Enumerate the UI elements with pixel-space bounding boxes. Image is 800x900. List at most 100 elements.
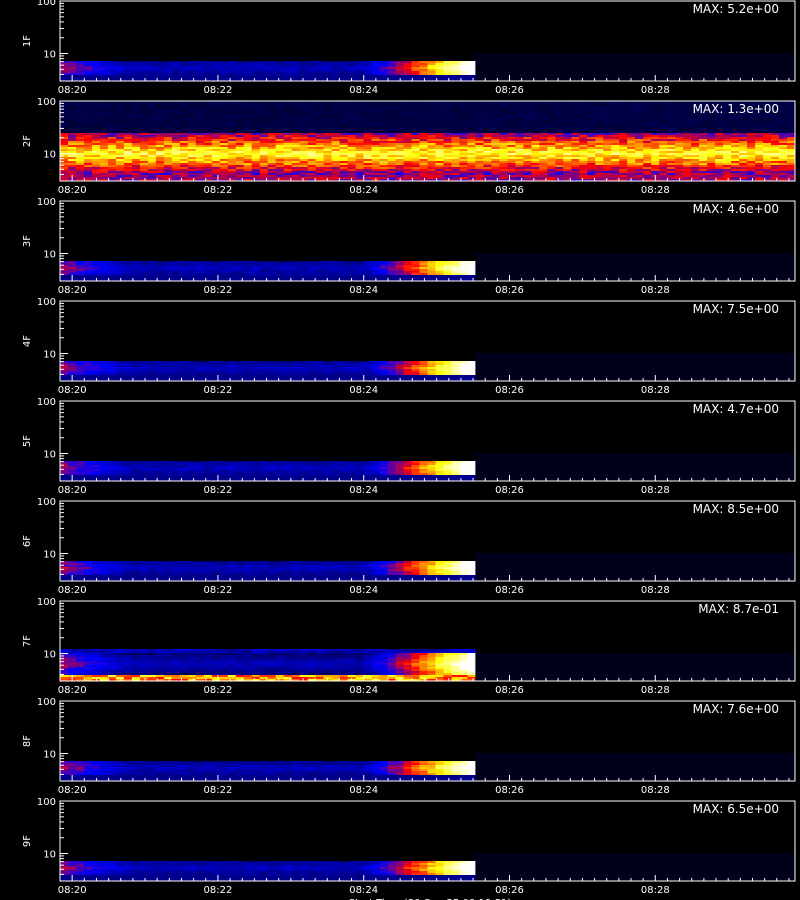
x-tick-label: 08:26 <box>495 85 524 96</box>
x-tick-label: 08:26 <box>495 185 524 196</box>
max-label: MAX: 7.6e+00 <box>693 702 779 716</box>
x-tick-label: 08:20 <box>58 885 87 896</box>
y-tick-label: 100 <box>37 697 56 708</box>
panel-6f: 100 10 6F 08:20 08:22 08:24 08:26 08:28 MAX: 8.5… <box>22 497 795 596</box>
x-tick-label: 08:28 <box>641 885 670 896</box>
x-tick-label: 08:20 <box>58 185 87 196</box>
y-tick-label: 10 <box>43 750 56 761</box>
x-tick-label: 08:28 <box>641 785 670 796</box>
panel-label: 9F <box>22 835 33 847</box>
panel-1f: 100 10 1F 08:20 08:22 08:24 08:26 08:28 MAX: 5.2… <box>22 0 795 96</box>
x-tick-label: 08:26 <box>495 885 524 896</box>
x-tick-label: 08:22 <box>204 385 233 396</box>
panel-label: 1F <box>22 35 33 47</box>
x-tick-label: 08:24 <box>349 885 378 896</box>
x-tick-label: 08:24 <box>349 685 378 696</box>
heatmap-3f <box>60 253 795 281</box>
y-tick-label: 10 <box>43 50 56 61</box>
heatmap-1f <box>60 53 795 81</box>
x-tick-label: 08:22 <box>204 685 233 696</box>
x-tick-label: 08:22 <box>204 585 233 596</box>
x-tick-label: 08:24 <box>349 285 378 296</box>
x-tick-label: 08:28 <box>641 185 670 196</box>
panel-3f: 100 10 3F 08:20 08:22 08:24 08:26 08:28 MAX: 4.6… <box>22 197 795 296</box>
x-tick-label: 08:28 <box>641 485 670 496</box>
x-tick-label: 08:26 <box>495 585 524 596</box>
x-tick-label: 08:20 <box>58 585 87 596</box>
x-tick-label: 08:24 <box>349 185 378 196</box>
x-tick-label: 08:24 <box>349 785 378 796</box>
heatmap-8f <box>60 753 795 781</box>
panel-label: 5F <box>22 435 33 447</box>
x-tick-label: 08:22 <box>204 85 233 96</box>
max-label: MAX: 8.7e-01 <box>698 602 779 616</box>
y-tick-label: 10 <box>43 350 56 361</box>
x-tick-label: 08:20 <box>58 285 87 296</box>
max-label: MAX: 4.6e+00 <box>693 202 779 216</box>
x-tick-label: 08:20 <box>58 685 87 696</box>
x-tick-label: 08:26 <box>495 785 524 796</box>
y-tick-label: 10 <box>43 450 56 461</box>
x-tick-label: 08:24 <box>349 485 378 496</box>
x-tick-label: 08:24 <box>349 385 378 396</box>
x-tick-label: 08:20 <box>58 85 87 96</box>
y-tick-label: 100 <box>37 197 56 208</box>
y-tick-label: 10 <box>43 650 56 661</box>
heatmap-2f <box>60 101 795 181</box>
panel-7f: 100 10 7F 08:20 08:22 08:24 08:26 08:28 MAX: 8.7… <box>22 597 795 696</box>
heatmap-6f <box>60 553 795 581</box>
x-tick-label: 08:22 <box>204 185 233 196</box>
x-tick-label: 08:28 <box>641 85 670 96</box>
y-tick-label: 100 <box>37 397 56 408</box>
x-tick-label: 08:22 <box>204 785 233 796</box>
x-tick-label: 08:26 <box>495 285 524 296</box>
y-tick-label: 10 <box>43 250 56 261</box>
x-tick-label: 08:28 <box>641 685 670 696</box>
x-tick-label: 08:26 <box>495 485 524 496</box>
y-tick-label: 100 <box>37 97 56 108</box>
panel-9f: 100 10 9F 08:20 08:22 08:24 08:26 08:28 MAX: 6.5… <box>22 797 795 896</box>
heatmap-7f <box>60 649 795 681</box>
max-label: MAX: 7.5e+00 <box>693 302 779 316</box>
y-tick-label: 10 <box>43 850 56 861</box>
max-label: MAX: 1.3e+00 <box>693 102 779 116</box>
panel-label: 3F <box>22 235 33 247</box>
x-tick-label: 08:28 <box>641 285 670 296</box>
panel-label: 7F <box>22 635 33 647</box>
y-tick-label: 100 <box>37 497 56 508</box>
y-tick-label: 100 <box>37 597 56 608</box>
x-tick-label: 08:22 <box>204 885 233 896</box>
y-tick-label: 10 <box>43 550 56 561</box>
x-tick-label: 08:20 <box>58 785 87 796</box>
panel-label: 8F <box>22 735 33 747</box>
x-tick-label: 08:22 <box>204 285 233 296</box>
heatmap-4f <box>60 353 795 381</box>
y-tick-label: 10 <box>43 150 56 161</box>
y-tick-label: 100 <box>37 797 56 808</box>
heatmap-5f <box>60 453 795 481</box>
panel-8f: 100 10 8F 08:20 08:22 08:24 08:26 08:28 MAX: 7.6… <box>22 697 795 796</box>
max-label: MAX: 8.5e+00 <box>693 502 779 516</box>
max-label: MAX: 4.7e+00 <box>693 402 779 416</box>
y-tick-label: 100 <box>37 297 56 308</box>
x-tick-label: 08:20 <box>58 385 87 396</box>
panel-label: 4F <box>22 335 33 347</box>
max-label: MAX: 5.2e+00 <box>693 2 779 16</box>
x-tick-label: 08:20 <box>58 485 87 496</box>
panel-label: 6F <box>22 535 33 547</box>
heatmap-9f <box>60 853 795 881</box>
y-tick-label: 100 <box>37 0 56 8</box>
x-tick-label: 08:26 <box>495 685 524 696</box>
x-tick-label: 08:22 <box>204 485 233 496</box>
panel-5f: 100 10 5F 08:20 08:22 08:24 08:26 08:28 MAX: 4.7… <box>22 397 795 496</box>
panel-4f: 100 10 4F 08:20 08:22 08:24 08:26 08:28 MAX: 7.5… <box>22 297 795 396</box>
x-tick-label: 08:24 <box>349 85 378 96</box>
x-tick-label: 08:28 <box>641 385 670 396</box>
x-tick-label: 08:24 <box>349 585 378 596</box>
max-label: MAX: 6.5e+00 <box>693 802 779 816</box>
x-tick-label: 08:26 <box>495 385 524 396</box>
x-tick-label: 08:28 <box>641 585 670 596</box>
